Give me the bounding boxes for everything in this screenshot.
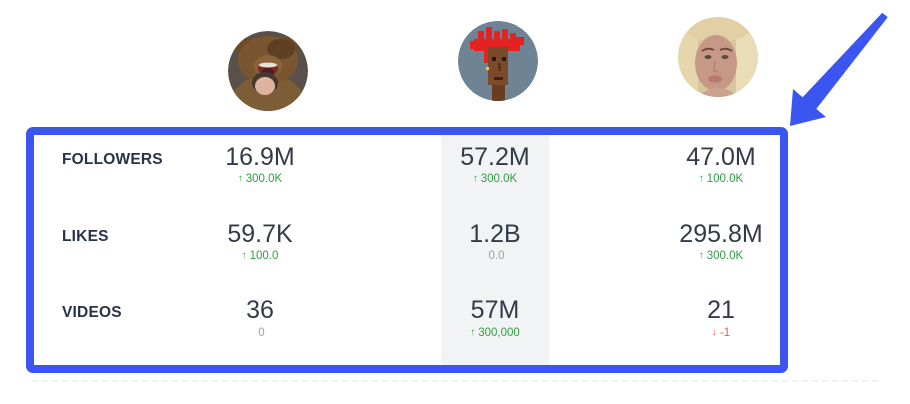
cell-videos-profile-1: 36 0 — [192, 288, 328, 365]
stats-grid: FOLLOWERS 16.9M ↑ 300.0K 57.2M ↑ 300.0K — [34, 135, 780, 365]
change-value: 300,000 — [478, 326, 520, 339]
stat-value: 16.9M — [225, 143, 295, 171]
stat-change: ↑ 100.0 — [242, 250, 279, 262]
stat-value: 36 — [246, 296, 274, 325]
change-value: 0.0 — [488, 249, 505, 262]
profile-avatar-1[interactable] — [228, 31, 308, 111]
change-up-arrow-icon: ↑ — [470, 326, 476, 338]
stat-value: 59.7K — [227, 219, 293, 248]
highlighted-column-background — [441, 135, 549, 365]
change-value: 100.0K — [706, 173, 744, 186]
cell-videos-profile-2: 57M ↑ 300,000 — [328, 288, 662, 365]
blonde-portrait-avatar — [678, 17, 758, 97]
cell-followers-profile-1: 16.9M ↑ 300.0K — [192, 135, 328, 212]
stat-value: 47.0M — [686, 143, 756, 171]
stat-change: ↑ 300,000 — [470, 327, 520, 339]
stat-value: 57M — [470, 296, 520, 325]
cell-followers-profile-3: 47.0M ↑ 100.0K — [662, 135, 780, 212]
stat-change: ↑ 100.0K — [699, 173, 743, 185]
profile-avatar-2[interactable] — [458, 21, 538, 101]
change-up-arrow-icon: ↑ — [698, 249, 704, 261]
cell-likes-profile-3: 295.8M ↑ 300.0K — [662, 212, 780, 289]
change-value: 100.0 — [249, 249, 279, 262]
row-label-followers: FOLLOWERS — [62, 151, 163, 168]
stat-change: 0.0 — [486, 250, 505, 262]
change-up-arrow-icon: ↑ — [241, 249, 247, 261]
stat-value: 21 — [707, 296, 735, 325]
stats-table-body: FOLLOWERS 16.9M ↑ 300.0K 57.2M ↑ 300.0K — [34, 135, 780, 365]
stat-change: ↑ 300.0K — [238, 173, 282, 185]
change-value: 300.0K — [480, 173, 518, 186]
stat-change: ↓ -1 — [712, 327, 730, 339]
cell-likes-profile-1: 59.7K ↑ 100.0 — [192, 212, 328, 289]
row-label-videos: VIDEOS — [62, 304, 122, 322]
change-down-arrow-icon: ↓ — [711, 326, 717, 338]
stat-change: ↑ 300.0K — [473, 173, 517, 185]
cell-videos-profile-3: 21 ↓ -1 — [662, 288, 780, 365]
stat-value: 57.2M — [460, 143, 530, 171]
stats-table: FOLLOWERS 16.9M ↑ 300.0K 57.2M ↑ 300.0K — [26, 127, 788, 373]
change-up-arrow-icon: ↑ — [237, 173, 243, 185]
change-value: 300.0K — [706, 249, 744, 262]
stat-value: 1.2B — [469, 219, 521, 248]
change-value: -1 — [719, 326, 731, 339]
bear-costume-avatar — [228, 31, 308, 111]
change-up-arrow-icon: ↑ — [472, 173, 478, 185]
divider — [32, 380, 878, 382]
change-value: 0 — [258, 326, 265, 339]
row-label-likes: LIKES — [62, 227, 109, 245]
cell-followers-profile-2: 57.2M ↑ 300.0K — [328, 135, 662, 212]
stat-change: 0 — [255, 327, 264, 339]
cryptopunk-red-hair-avatar — [458, 21, 538, 101]
change-up-arrow-icon: ↑ — [698, 173, 704, 185]
profile-avatar-3[interactable] — [678, 17, 758, 97]
cell-likes-profile-2: 1.2B 0.0 — [328, 212, 662, 289]
change-value: 300.0K — [245, 173, 283, 186]
stat-value: 295.8M — [679, 219, 763, 248]
stat-change: ↑ 300.0K — [699, 250, 743, 262]
